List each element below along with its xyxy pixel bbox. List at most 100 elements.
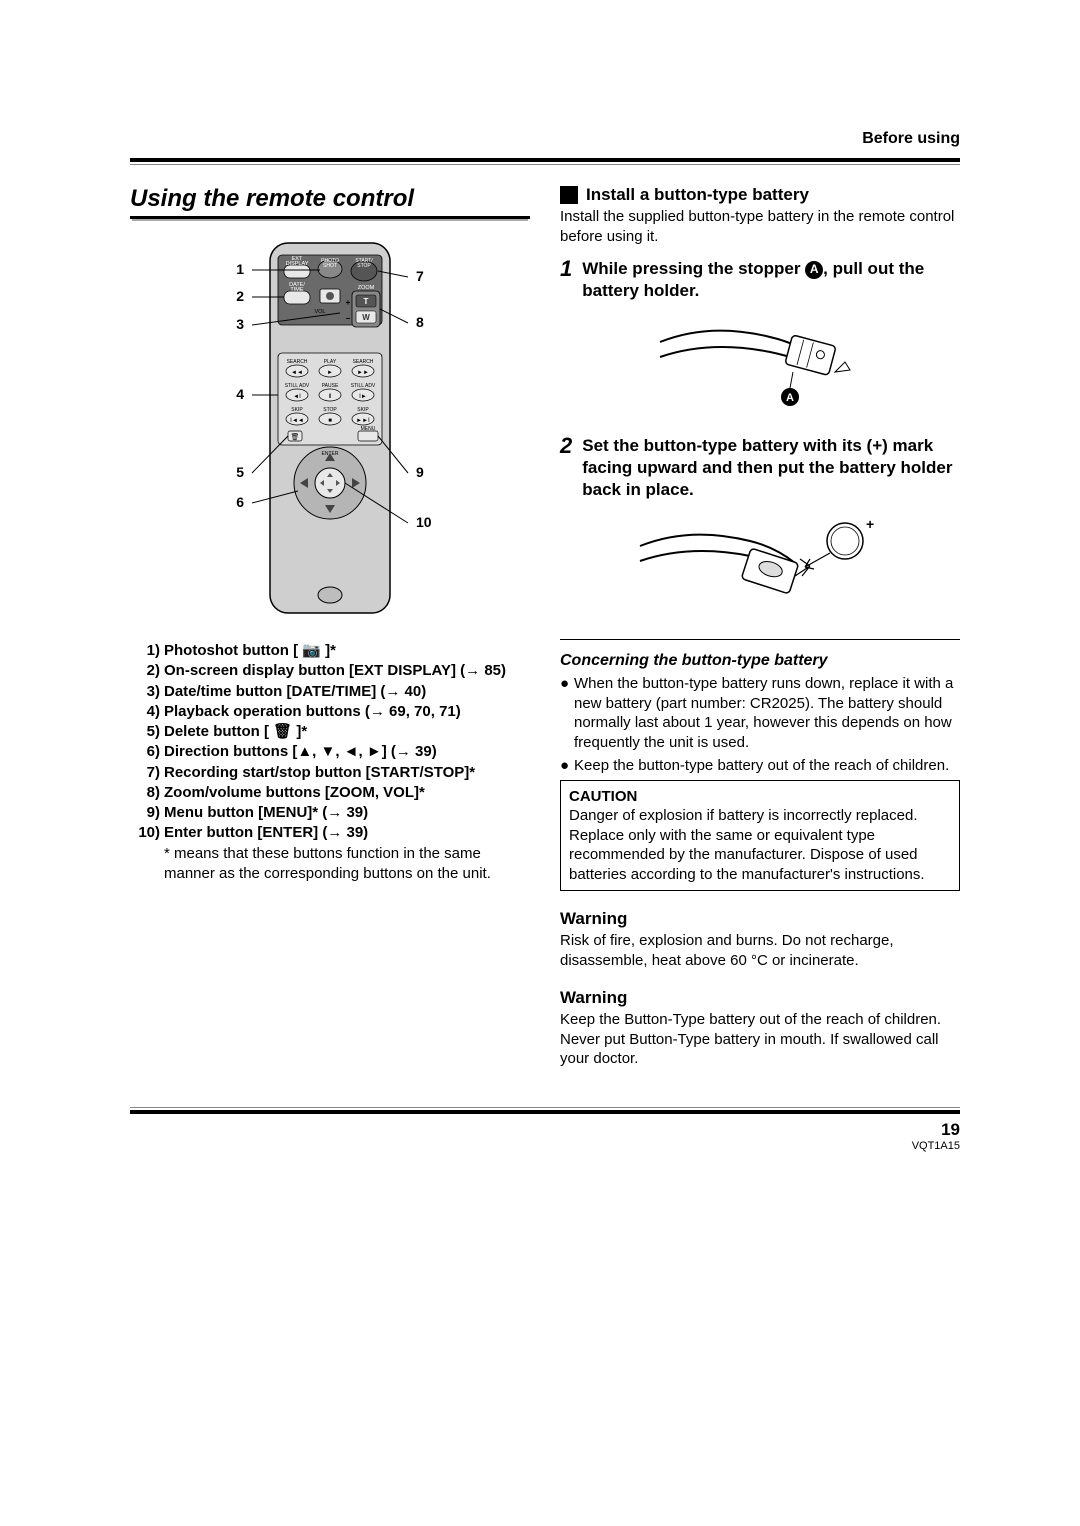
svg-text:►►: ►► bbox=[357, 370, 369, 376]
marker-a-icon: A bbox=[805, 261, 823, 279]
legend-label: Direction buttons [▲, ▼, ◄, ►] (→ 39) bbox=[164, 742, 530, 762]
caution-body: Danger of explosion if battery is incorr… bbox=[569, 806, 951, 884]
svg-text:►: ► bbox=[327, 370, 333, 376]
svg-text:8: 8 bbox=[416, 314, 424, 330]
legend-label: Enter button [ENTER] (→ 39) bbox=[164, 823, 530, 843]
legend-num: 6) bbox=[130, 742, 164, 762]
legend-label: Date/time button [DATE/TIME] (→ 40) bbox=[164, 682, 530, 702]
page-number: 19 bbox=[130, 1120, 960, 1140]
square-bullet-icon bbox=[560, 186, 578, 204]
svg-text:T: T bbox=[364, 297, 369, 306]
caution-title: CAUTION bbox=[569, 787, 951, 807]
step-text: While pressing the stopper A, pull out t… bbox=[582, 258, 960, 302]
svg-text:Ⅱ: Ⅱ bbox=[329, 394, 332, 400]
svg-text:A: A bbox=[786, 392, 794, 404]
legend-label: Menu button [MENU]* (→ 39) bbox=[164, 803, 530, 823]
legend-label: Playback operation buttons (→ 69, 70, 71… bbox=[164, 702, 530, 722]
svg-text:9: 9 bbox=[416, 464, 424, 480]
svg-text:SHOT: SHOT bbox=[323, 263, 337, 269]
svg-text:SEARCH: SEARCH bbox=[353, 359, 374, 365]
svg-text:◄Ⅰ: ◄Ⅰ bbox=[293, 394, 301, 400]
svg-text:🗑: 🗑 bbox=[291, 432, 300, 441]
section-title: Using the remote control bbox=[130, 185, 530, 219]
warning-body: Keep the Button-Type battery out of the … bbox=[560, 1010, 960, 1069]
svg-text:10: 10 bbox=[416, 514, 432, 530]
svg-text:4: 4 bbox=[236, 386, 244, 402]
legend-num: 3) bbox=[130, 682, 164, 702]
svg-text:+: + bbox=[866, 516, 874, 532]
page-footer: 19 VQT1A15 bbox=[130, 1120, 960, 1152]
legend-label: Zoom/volume buttons [ZOOM, VOL]* bbox=[164, 783, 530, 803]
concerning-heading: Concerning the button-type battery bbox=[560, 652, 960, 670]
svg-text:W: W bbox=[362, 313, 370, 322]
legend-num: 1) bbox=[130, 641, 164, 661]
install-intro: Install the supplied button-type battery… bbox=[560, 207, 960, 246]
legend-num: 10) bbox=[130, 823, 164, 843]
svg-text:MENU: MENU bbox=[361, 426, 376, 432]
legend-label: Delete button [ 🗑 ]* bbox=[164, 722, 530, 742]
svg-text:ZOOM: ZOOM bbox=[358, 285, 375, 291]
warning-title: Warning bbox=[560, 909, 960, 929]
svg-text:VOL: VOL bbox=[314, 309, 325, 315]
svg-text:PLAY: PLAY bbox=[324, 359, 337, 365]
svg-text:Ⅰ►: Ⅰ► bbox=[359, 394, 367, 400]
legend-num: 2) bbox=[130, 661, 164, 681]
svg-text:Ⅰ◄◄: Ⅰ◄◄ bbox=[290, 418, 304, 424]
legend-label: Photoshot button [ 📷 ]* bbox=[164, 641, 530, 661]
bullet-text: When the button-type battery runs down, … bbox=[574, 674, 960, 752]
svg-text:STOP: STOP bbox=[357, 263, 371, 269]
svg-text:−: − bbox=[346, 314, 351, 323]
svg-text:PAUSE: PAUSE bbox=[322, 383, 339, 389]
caution-box: CAUTION Danger of explosion if battery i… bbox=[560, 780, 960, 892]
svg-text:7: 7 bbox=[416, 268, 424, 284]
install-heading-text: Install a button-type battery bbox=[586, 185, 809, 205]
svg-text:STILL ADV: STILL ADV bbox=[351, 383, 376, 389]
bullet-dot-icon: ● bbox=[560, 756, 574, 776]
right-column: Install a button-type battery Install th… bbox=[560, 185, 960, 1087]
legend-num: 4) bbox=[130, 702, 164, 722]
button-legend: 1)Photoshot button [ 📷 ]* 2)On-screen di… bbox=[130, 641, 530, 884]
section-header: Before using bbox=[130, 130, 960, 148]
svg-text:+: + bbox=[346, 298, 351, 307]
top-rule bbox=[130, 158, 960, 165]
remote-figure: EXT DISPLAY PHOTO SHOT START/ STOP DATE/… bbox=[130, 233, 530, 623]
legend-num: 8) bbox=[130, 783, 164, 803]
step-1: 1 While pressing the stopper A, pull out… bbox=[560, 258, 960, 302]
legend-num: 7) bbox=[130, 763, 164, 783]
battery-insert-diagram: + bbox=[630, 511, 890, 616]
step-2: 2 Set the button-type battery with its (… bbox=[560, 435, 960, 501]
install-heading: Install a button-type battery bbox=[560, 185, 960, 205]
step-2-figure: + bbox=[560, 511, 960, 621]
svg-text:SKIP: SKIP bbox=[357, 407, 369, 413]
svg-text:5: 5 bbox=[236, 464, 244, 480]
svg-text:1: 1 bbox=[236, 261, 244, 277]
svg-text:2: 2 bbox=[236, 288, 244, 304]
step-1-figure: A bbox=[560, 312, 960, 417]
legend-footnote: * means that these buttons function in t… bbox=[164, 844, 530, 885]
svg-text:SEARCH: SEARCH bbox=[287, 359, 308, 365]
svg-text:◄◄: ◄◄ bbox=[291, 370, 303, 376]
step-number: 1 bbox=[560, 258, 572, 302]
manual-page: Before using Using the remote control bbox=[0, 0, 1080, 1526]
legend-label: Recording start/stop button [START/STOP]… bbox=[164, 763, 530, 783]
bullet-text: Keep the button-type battery out of the … bbox=[574, 756, 960, 776]
remote-diagram: EXT DISPLAY PHOTO SHOT START/ STOP DATE/… bbox=[200, 233, 460, 623]
bullet-item: ● Keep the button-type battery out of th… bbox=[560, 756, 960, 776]
svg-text:DISPLAY: DISPLAY bbox=[286, 261, 309, 267]
divider bbox=[560, 639, 960, 640]
bullet-item: ● When the button-type battery runs down… bbox=[560, 674, 960, 752]
bullet-dot-icon: ● bbox=[560, 674, 574, 752]
document-id: VQT1A15 bbox=[130, 1140, 960, 1152]
step-text-before: While pressing the stopper bbox=[582, 259, 805, 278]
warning-title: Warning bbox=[560, 988, 960, 1008]
left-column: Using the remote control EXT DI bbox=[130, 185, 530, 1087]
svg-text:►►Ⅰ: ►►Ⅰ bbox=[356, 418, 370, 424]
legend-label: On-screen display button [EXT DISPLAY] (… bbox=[164, 661, 530, 681]
footer-rule bbox=[130, 1107, 960, 1114]
legend-num: 5) bbox=[130, 722, 164, 742]
battery-pull-diagram: A bbox=[650, 312, 870, 412]
warning-body: Risk of fire, explosion and burns. Do no… bbox=[560, 931, 960, 970]
svg-text:6: 6 bbox=[236, 494, 244, 510]
step-number: 2 bbox=[560, 435, 572, 501]
svg-text:TIME: TIME bbox=[290, 287, 303, 293]
